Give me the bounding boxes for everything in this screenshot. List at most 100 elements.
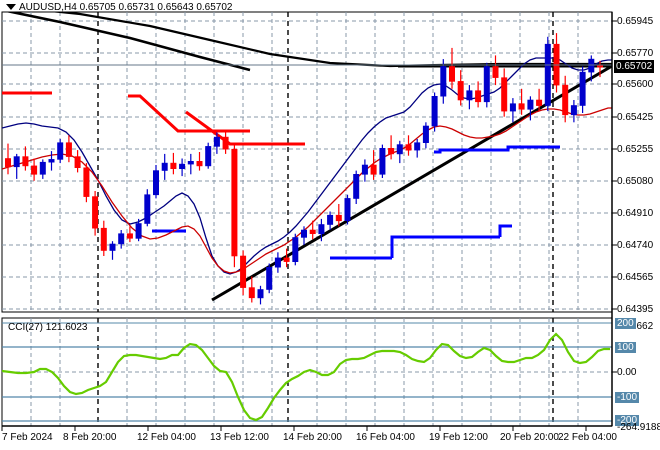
price-axis-label-8: 0.64565 — [617, 272, 654, 283]
candle-body[interactable] — [22, 156, 29, 167]
symbol-header[interactable]: AUDUSD,H4 0.65705 0.65731 0.65643 0.6570… — [6, 2, 233, 13]
candle-body[interactable] — [405, 144, 412, 151]
candle-body[interactable] — [196, 161, 203, 167]
candle-body[interactable] — [448, 66, 455, 82]
cci-level-100: 100 — [615, 342, 636, 353]
cci-level-zero: 0.00 — [617, 367, 637, 378]
candle-body[interactable] — [205, 146, 212, 167]
candle-body[interactable] — [257, 289, 264, 299]
candle-body[interactable] — [109, 243, 116, 251]
current-price-tag: 0.65702 — [614, 60, 655, 73]
candle-body[interactable] — [179, 163, 186, 170]
support-step-levels-upper[interactable] — [434, 145, 560, 154]
candle-body[interactable] — [596, 65, 603, 68]
price-axis-label-3: 0.65425 — [617, 112, 654, 123]
candle-body[interactable] — [240, 255, 247, 288]
candle-body[interactable] — [31, 165, 38, 175]
time-axis-label-3: 13 Feb 12:00 — [210, 432, 269, 443]
price-axis-label-2: 0.65600 — [617, 79, 654, 90]
cci-level-neg200: -200 — [615, 415, 640, 426]
price-axis-label-0: 0.65945 — [617, 16, 654, 27]
candle-body[interactable] — [396, 144, 403, 155]
candle-body[interactable] — [483, 66, 490, 103]
cci-level-neg100: -100 — [615, 392, 640, 403]
price-panel-frame — [1, 11, 613, 313]
candlestick-series[interactable] — [5, 33, 603, 305]
candle-body[interactable] — [562, 84, 569, 116]
time-axis-label-2: 12 Feb 04:00 — [137, 432, 196, 443]
candle-body[interactable] — [527, 99, 534, 110]
candle-body[interactable] — [318, 224, 325, 235]
candle-body[interactable] — [440, 66, 447, 97]
symbol-header-text: AUDUSD,H4 0.65705 0.65731 0.65643 0.6570… — [19, 2, 233, 13]
candle-body[interactable] — [414, 142, 421, 151]
ma-red-line — [2, 107, 612, 274]
candle-body[interactable] — [457, 81, 464, 101]
period-separator — [97, 12, 554, 312]
descending-trendline[interactable] — [2, 10, 251, 72]
time-axis-label-6: 19 Feb 12:00 — [429, 432, 488, 443]
candle-body[interactable] — [118, 233, 125, 245]
candle-body[interactable] — [135, 223, 142, 239]
candle-body[interactable] — [153, 170, 160, 196]
candle-body[interactable] — [335, 214, 342, 222]
candle-body[interactable] — [570, 105, 577, 116]
candle-body[interactable] — [501, 77, 508, 112]
price-axis-label-1: 0.65770 — [617, 48, 654, 59]
candle-body[interactable] — [100, 227, 107, 251]
price-axis-label-9: 0.64395 — [617, 304, 654, 315]
candle-body[interactable] — [231, 148, 238, 257]
candle-body[interactable] — [536, 99, 543, 106]
candle-body[interactable] — [274, 257, 281, 268]
candle-body[interactable] — [213, 136, 220, 147]
candle-body[interactable] — [13, 156, 20, 168]
candle-body[interactable] — [283, 257, 290, 262]
candle-body[interactable] — [388, 148, 395, 155]
time-axis-label-0: 7 Feb 2024 — [2, 432, 53, 443]
candle-body[interactable] — [74, 156, 81, 169]
candle-body[interactable] — [344, 198, 351, 221]
cci-indicator-title: CCI(27) 121.6023 — [8, 322, 88, 333]
candle-body[interactable] — [422, 125, 429, 144]
candle-body[interactable] — [161, 162, 168, 171]
candle-body[interactable] — [509, 103, 516, 112]
triangle-down-icon[interactable] — [6, 4, 16, 11]
candle-body[interactable] — [370, 164, 377, 175]
candle-body[interactable] — [39, 161, 46, 175]
ma-navy-line — [2, 57, 612, 275]
candle-body[interactable] — [5, 158, 12, 168]
cci-level-200: 200 — [615, 318, 636, 329]
candle-body[interactable] — [379, 148, 386, 175]
candle-body[interactable] — [544, 43, 551, 106]
candle-body[interactable] — [222, 136, 229, 150]
candle-body[interactable] — [92, 196, 99, 229]
candle-body[interactable] — [48, 159, 55, 163]
candle-body[interactable] — [475, 90, 482, 103]
candle-body[interactable] — [83, 167, 90, 197]
candle-body[interactable] — [518, 103, 525, 110]
resistance-step-levels[interactable] — [2, 91, 305, 146]
time-axis-label-7: 20 Feb 20:00 — [500, 432, 559, 443]
candle-body[interactable] — [65, 142, 72, 157]
candle-body[interactable] — [431, 96, 438, 127]
candle-body[interactable] — [361, 164, 368, 175]
candle-body[interactable] — [466, 90, 473, 101]
candle-body[interactable] — [144, 194, 151, 224]
candle-body[interactable] — [266, 266, 273, 290]
candle-body[interactable] — [353, 174, 360, 199]
candle-body[interactable] — [300, 229, 307, 238]
candle-body[interactable] — [187, 161, 194, 165]
candle-body[interactable] — [327, 214, 334, 225]
candle-body[interactable] — [126, 233, 133, 239]
candle-body[interactable] — [588, 58, 595, 73]
candle-body[interactable] — [170, 162, 177, 170]
price-axis-label-6: 0.64910 — [617, 208, 654, 219]
price-axis-label-7: 0.64740 — [617, 240, 654, 251]
candle-body[interactable] — [492, 66, 499, 78]
candle-body[interactable] — [579, 71, 586, 106]
candle-body[interactable] — [248, 287, 255, 299]
candle-body[interactable] — [292, 237, 299, 263]
candle-body[interactable] — [57, 142, 64, 160]
candle-body[interactable] — [309, 229, 316, 235]
